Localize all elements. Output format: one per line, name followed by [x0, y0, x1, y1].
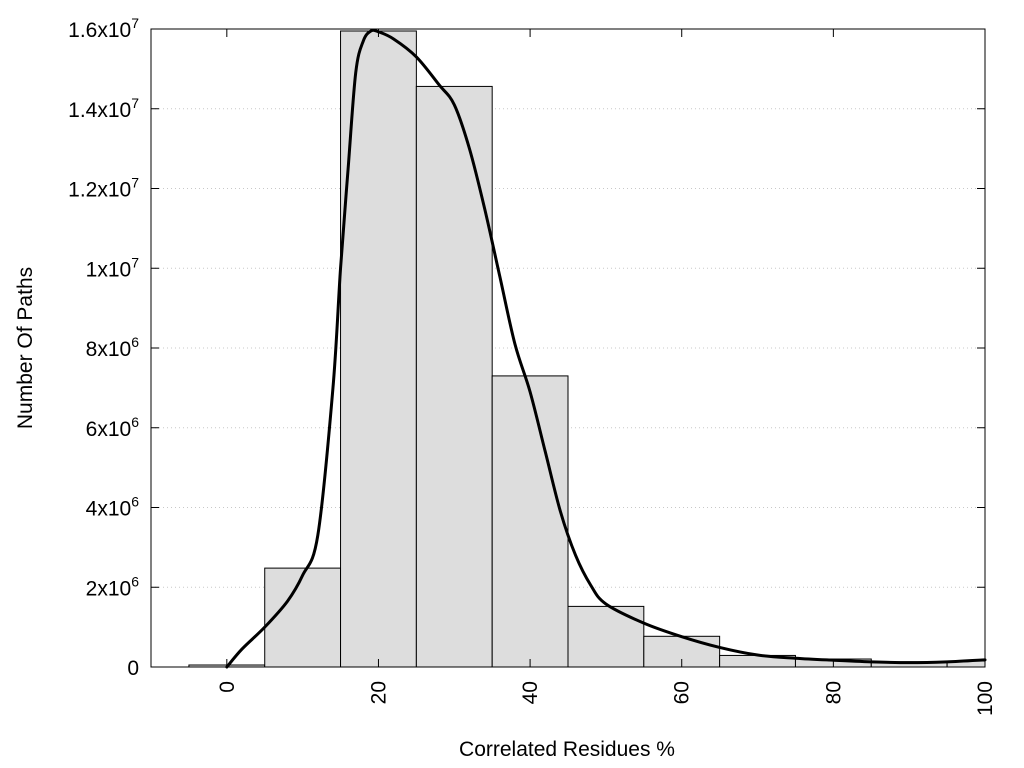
y-tick-exponent: 7 — [131, 95, 139, 111]
y-tick-label: 1.6x107 — [68, 15, 139, 42]
histogram-bar — [264, 567, 342, 668]
y-tick-exponent: 7 — [131, 15, 139, 31]
x-tick-label: 20 — [367, 681, 390, 704]
histogram-bar — [491, 375, 569, 668]
y-tick-label: 1.2x107 — [68, 175, 139, 202]
x-tick-label: 80 — [822, 681, 845, 704]
histogram-bar — [567, 605, 645, 668]
y-tick-label: 1x107 — [86, 254, 140, 281]
y-tick-exponent: 7 — [131, 254, 139, 270]
density-curve — [225, 28, 987, 669]
y-tick-exponent: 6 — [131, 573, 139, 589]
histogram-bars — [188, 30, 986, 668]
y-axis-ticks: 0 2x106 4x106 6x106 8x106 1x107 1.2x107 1.4x107… — [68, 15, 985, 680]
x-axis-title: Correlated Residues % — [459, 738, 675, 761]
y-tick-exponent: 6 — [131, 494, 139, 510]
y-tick-label: 2x106 — [86, 573, 140, 600]
x-tick-label: 100 — [974, 681, 997, 716]
y-tick-label: 0 — [127, 657, 139, 680]
x-axis-ticks: 0 20 40 60 80 100 — [216, 29, 997, 716]
y-tick-exponent: 7 — [131, 175, 139, 191]
x-tick-label: 40 — [519, 681, 542, 704]
y-tick-exponent: 6 — [131, 414, 139, 430]
y-tick-exponent: 6 — [131, 334, 139, 350]
histogram-bar — [415, 85, 493, 668]
x-tick-label: 0 — [216, 681, 239, 693]
y-tick-label: 1.4x107 — [68, 95, 139, 122]
y-tick-label: 4x106 — [86, 494, 140, 521]
density-curve-layer — [225, 28, 987, 669]
y-axis-title: Number Of Paths — [14, 267, 37, 429]
y-tick-label: 8x106 — [86, 334, 140, 361]
y-tick-label: 6x106 — [86, 414, 140, 441]
histogram-bar — [340, 30, 417, 668]
x-tick-label: 60 — [671, 681, 694, 704]
